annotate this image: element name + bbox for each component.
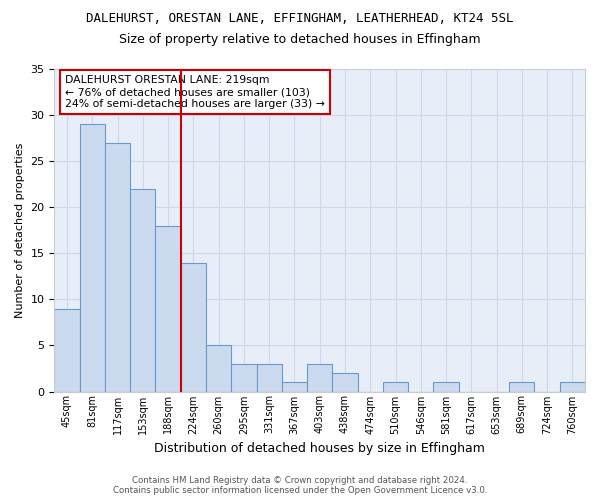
Bar bbox=[509, 382, 535, 392]
Bar bbox=[130, 189, 155, 392]
Bar bbox=[80, 124, 105, 392]
Y-axis label: Number of detached properties: Number of detached properties bbox=[15, 142, 25, 318]
Bar bbox=[206, 346, 231, 392]
Bar bbox=[383, 382, 408, 392]
Bar bbox=[282, 382, 307, 392]
Text: Size of property relative to detached houses in Effingham: Size of property relative to detached ho… bbox=[119, 32, 481, 46]
Bar bbox=[257, 364, 282, 392]
Bar bbox=[433, 382, 458, 392]
X-axis label: Distribution of detached houses by size in Effingham: Distribution of detached houses by size … bbox=[154, 442, 485, 455]
Bar bbox=[560, 382, 585, 392]
Bar bbox=[181, 262, 206, 392]
Bar bbox=[332, 373, 358, 392]
Bar bbox=[155, 226, 181, 392]
Bar bbox=[55, 308, 80, 392]
Bar bbox=[307, 364, 332, 392]
Text: Contains HM Land Registry data © Crown copyright and database right 2024.
Contai: Contains HM Land Registry data © Crown c… bbox=[113, 476, 487, 495]
Text: DALEHURST ORESTAN LANE: 219sqm
← 76% of detached houses are smaller (103)
24% of: DALEHURST ORESTAN LANE: 219sqm ← 76% of … bbox=[65, 76, 325, 108]
Text: DALEHURST, ORESTAN LANE, EFFINGHAM, LEATHERHEAD, KT24 5SL: DALEHURST, ORESTAN LANE, EFFINGHAM, LEAT… bbox=[86, 12, 514, 26]
Bar bbox=[231, 364, 257, 392]
Bar bbox=[105, 142, 130, 392]
